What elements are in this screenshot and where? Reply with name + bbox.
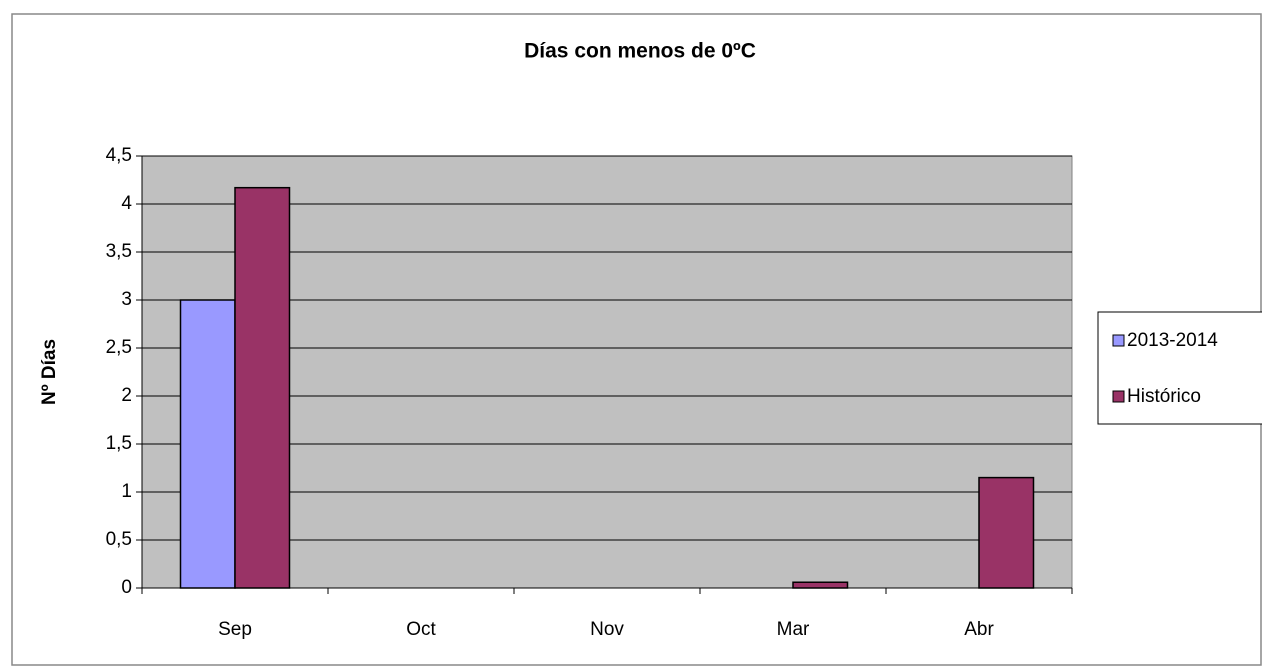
legend-label: Histórico	[1127, 386, 1201, 407]
legend-box	[1097, 311, 1262, 425]
y-tick-label: 1,5	[106, 433, 132, 454]
bar	[234, 186, 291, 589]
bar	[978, 476, 1035, 589]
legend-swatch	[1112, 390, 1125, 403]
x-tick-label: Mar	[777, 619, 810, 640]
y-tick-label: 1	[121, 481, 132, 502]
y-tick-label: 2,5	[106, 337, 132, 358]
legend-swatch	[1112, 334, 1125, 347]
x-tick-label: Nov	[590, 619, 624, 640]
y-tick-label: 2	[121, 385, 132, 406]
y-tick-label: 4	[121, 193, 132, 214]
bar	[179, 299, 236, 589]
y-tick-label: 0	[121, 577, 132, 598]
bar	[792, 581, 849, 589]
y-tick-label: 0,5	[106, 529, 132, 550]
legend-label: 2013-2014	[1127, 330, 1218, 351]
chart-title: Días con menos de 0ºC	[524, 40, 756, 63]
x-tick-label: Sep	[218, 619, 252, 640]
y-tick-label: 4,5	[106, 145, 132, 166]
plot-area	[141, 155, 1073, 589]
x-tick-label: Oct	[406, 619, 436, 640]
y-axis-label: Nº Días	[39, 339, 60, 405]
x-tick-label: Abr	[964, 619, 994, 640]
y-tick-label: 3	[121, 289, 132, 310]
y-tick-label: 3,5	[106, 241, 132, 262]
